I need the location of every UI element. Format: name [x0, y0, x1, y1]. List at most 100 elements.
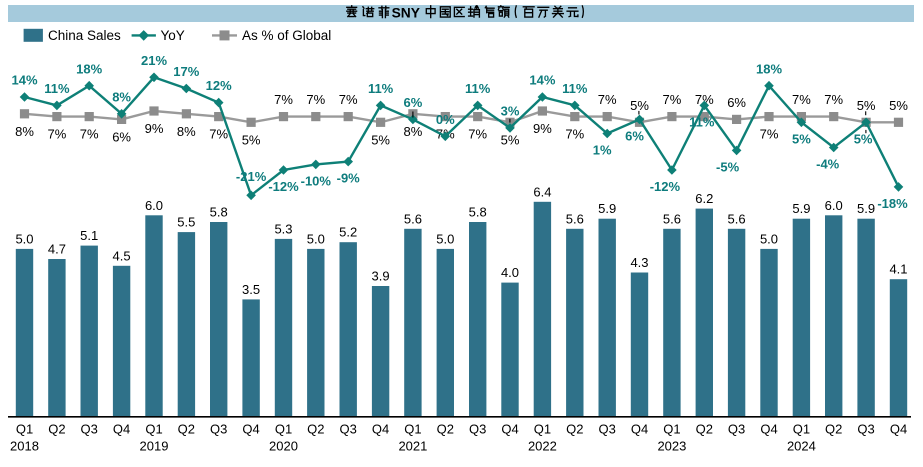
- svg-text:7%: 7%: [663, 92, 682, 107]
- svg-text:9%: 9%: [145, 121, 164, 136]
- svg-text:7%: 7%: [792, 92, 811, 107]
- svg-text:Q3: Q3: [210, 422, 227, 437]
- svg-text:Q2: Q2: [178, 422, 195, 437]
- svg-text:YoY: YoY: [161, 28, 185, 43]
- svg-text:5%: 5%: [630, 98, 649, 113]
- svg-text:Q3: Q3: [599, 422, 616, 437]
- svg-text:4.5: 4.5: [113, 248, 131, 263]
- svg-text:5.3: 5.3: [274, 221, 292, 236]
- svg-text:3.5: 3.5: [242, 282, 260, 297]
- svg-text:Q4: Q4: [242, 422, 259, 437]
- svg-text:1%: 1%: [593, 143, 612, 158]
- svg-text:6.2: 6.2: [695, 191, 713, 206]
- svg-text:5%: 5%: [242, 132, 261, 147]
- svg-text:4.1: 4.1: [889, 262, 907, 277]
- svg-text:Q2: Q2: [696, 422, 713, 437]
- svg-text:5%: 5%: [792, 131, 811, 146]
- svg-text:0%: 0%: [436, 112, 455, 127]
- svg-text:11%: 11%: [689, 115, 715, 130]
- svg-text:2018: 2018: [10, 439, 39, 454]
- svg-text:7%: 7%: [209, 127, 228, 142]
- svg-text:17%: 17%: [173, 64, 199, 79]
- svg-text:18%: 18%: [76, 61, 102, 76]
- svg-text:Q1: Q1: [404, 422, 421, 437]
- svg-text:5%: 5%: [854, 131, 873, 146]
- svg-text:5.5: 5.5: [177, 215, 195, 230]
- svg-text:5.2: 5.2: [339, 225, 357, 240]
- svg-text:7%: 7%: [48, 127, 67, 142]
- svg-text:5.1: 5.1: [80, 228, 98, 243]
- svg-text:11%: 11%: [465, 81, 491, 96]
- svg-text:-18%: -18%: [877, 196, 908, 211]
- svg-text:5%: 5%: [371, 132, 390, 147]
- svg-text:7%: 7%: [695, 92, 714, 107]
- svg-text:6%: 6%: [112, 130, 131, 145]
- svg-text:Q3: Q3: [857, 422, 874, 437]
- svg-text:8%: 8%: [404, 124, 423, 139]
- svg-text:-12%: -12%: [268, 179, 299, 194]
- svg-text:4.7: 4.7: [48, 242, 66, 257]
- svg-text:5.9: 5.9: [598, 201, 616, 216]
- svg-text:Q4: Q4: [372, 422, 389, 437]
- svg-text:Q2: Q2: [48, 422, 65, 437]
- svg-text:5%: 5%: [501, 132, 520, 147]
- svg-text:5%: 5%: [857, 98, 876, 113]
- svg-text:Q4: Q4: [113, 422, 130, 437]
- svg-text:As % of Global: As % of Global: [242, 28, 331, 43]
- svg-text:Q1: Q1: [275, 422, 292, 437]
- svg-text:2020: 2020: [269, 439, 298, 454]
- svg-text:11%: 11%: [562, 81, 588, 96]
- svg-text:14%: 14%: [529, 73, 555, 88]
- svg-text:5.6: 5.6: [663, 211, 681, 226]
- svg-text:Q2: Q2: [825, 422, 842, 437]
- svg-text:7%: 7%: [274, 92, 293, 107]
- svg-text:8%: 8%: [112, 89, 131, 104]
- svg-text:Q2: Q2: [566, 422, 583, 437]
- svg-text:2021: 2021: [398, 439, 427, 454]
- svg-text:4.3: 4.3: [630, 255, 648, 270]
- svg-text:Q1: Q1: [534, 422, 551, 437]
- svg-text:-5%: -5%: [716, 160, 740, 175]
- svg-text:Q1: Q1: [16, 422, 33, 437]
- svg-text:7%: 7%: [824, 92, 843, 107]
- svg-text:7%: 7%: [339, 92, 358, 107]
- svg-text:Q1: Q1: [793, 422, 810, 437]
- svg-text:8%: 8%: [15, 124, 34, 139]
- svg-text:2023: 2023: [657, 439, 686, 454]
- svg-text:7%: 7%: [468, 127, 487, 142]
- svg-text:5.0: 5.0: [15, 231, 33, 246]
- svg-text:18%: 18%: [756, 61, 782, 76]
- svg-text:7%: 7%: [306, 92, 325, 107]
- svg-text:5.9: 5.9: [857, 201, 875, 216]
- svg-text:-10%: -10%: [301, 174, 332, 189]
- svg-text:5.0: 5.0: [307, 231, 325, 246]
- svg-text:6.4: 6.4: [533, 184, 551, 199]
- svg-text:5.8: 5.8: [469, 205, 487, 220]
- svg-text:3%: 3%: [501, 104, 520, 119]
- svg-text:Q3: Q3: [728, 422, 745, 437]
- svg-text:6%: 6%: [625, 129, 644, 144]
- svg-text:2022: 2022: [528, 439, 557, 454]
- svg-text:-9%: -9%: [337, 171, 361, 186]
- svg-text:6.0: 6.0: [825, 198, 843, 213]
- svg-text:6%: 6%: [727, 95, 746, 110]
- svg-text:2024: 2024: [787, 439, 816, 454]
- svg-text:12%: 12%: [206, 78, 232, 93]
- svg-text:Q4: Q4: [760, 422, 777, 437]
- svg-text:2019: 2019: [140, 439, 169, 454]
- svg-text:5.6: 5.6: [404, 211, 422, 226]
- svg-text:Q4: Q4: [631, 422, 648, 437]
- svg-text:7%: 7%: [598, 92, 617, 107]
- svg-text:8%: 8%: [177, 124, 196, 139]
- svg-text:-12%: -12%: [650, 179, 681, 194]
- svg-text:7%: 7%: [80, 127, 99, 142]
- svg-text:Q3: Q3: [81, 422, 98, 437]
- svg-text:6.0: 6.0: [145, 198, 163, 213]
- svg-text:Q1: Q1: [663, 422, 680, 437]
- svg-text:Q4: Q4: [501, 422, 518, 437]
- svg-text:5.0: 5.0: [436, 231, 454, 246]
- svg-text:Q4: Q4: [890, 422, 907, 437]
- svg-text:5.0: 5.0: [760, 231, 778, 246]
- svg-text:7%: 7%: [760, 127, 779, 142]
- svg-text:5.8: 5.8: [210, 205, 228, 220]
